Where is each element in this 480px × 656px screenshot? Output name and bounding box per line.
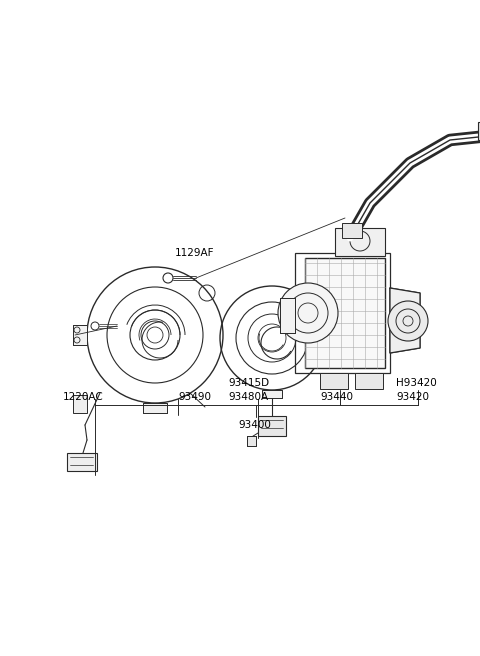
Bar [305, 258, 385, 368]
Text: 93420: 93420 [396, 392, 429, 402]
Bar [335, 228, 385, 256]
Polygon shape [73, 325, 87, 345]
Text: 93440: 93440 [320, 392, 353, 402]
Polygon shape [390, 288, 420, 353]
Polygon shape [280, 298, 295, 333]
Text: 93490: 93490 [178, 392, 211, 402]
Text: H93420: H93420 [396, 378, 437, 388]
Bar [67, 453, 97, 471]
Text: 93480A: 93480A [228, 392, 268, 402]
Text: 1129AF: 1129AF [175, 248, 215, 258]
Circle shape [278, 283, 338, 343]
Text: 93400: 93400 [239, 420, 271, 430]
Bar [355, 373, 383, 389]
Bar [478, 122, 480, 140]
Bar [342, 223, 362, 238]
Polygon shape [247, 436, 256, 446]
Bar [320, 373, 348, 389]
Polygon shape [262, 390, 282, 398]
Text: 93415D: 93415D [228, 378, 269, 388]
Text: 1220AC: 1220AC [63, 392, 104, 402]
Bar [258, 416, 286, 436]
Bar [73, 395, 87, 413]
Bar [295, 253, 390, 373]
Polygon shape [143, 403, 167, 413]
Circle shape [388, 301, 428, 341]
